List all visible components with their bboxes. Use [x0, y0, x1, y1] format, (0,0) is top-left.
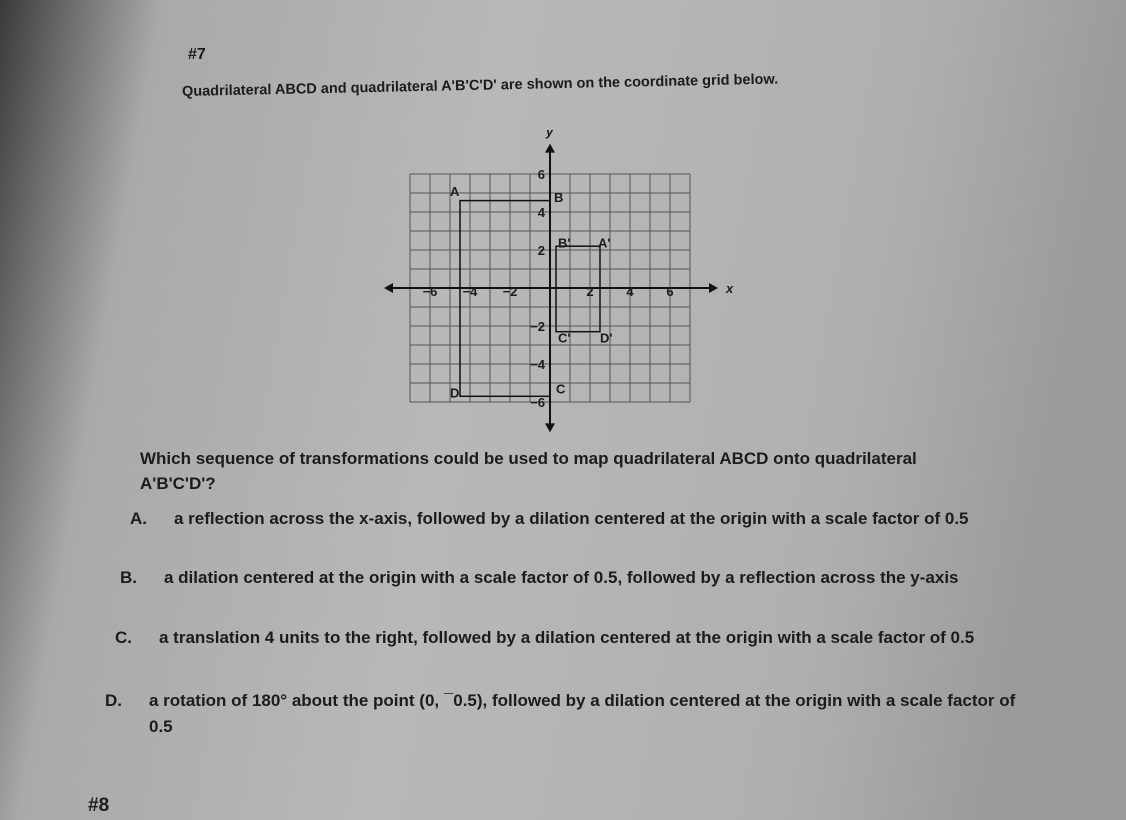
y-tick-label: −4	[530, 357, 546, 372]
point-label: C	[556, 382, 566, 397]
x-tick-label: 4	[626, 284, 634, 299]
y-tick-label: 2	[538, 243, 545, 258]
intro-text: Quadrilateral ABCD and quadrilateral A'B…	[181, 71, 779, 100]
point-label: D	[450, 386, 459, 401]
y-tick-label: 4	[538, 205, 546, 220]
x-tick-label: −4	[463, 284, 479, 299]
x-axis-label: x	[725, 281, 734, 296]
quadrilateral-abcd	[459, 199, 551, 398]
choice[interactable]: A. a reflection across the x-axis, follow…	[130, 506, 1090, 562]
y-tick-label: 6	[538, 167, 545, 182]
point-label: C'	[558, 330, 570, 345]
coordinate-grid: x y −6 −4 −2 2 4 6 6 4 2 −2 −4 −6 A B C D A' B' C' D'	[384, 130, 734, 433]
x-tick-label: 2	[586, 284, 593, 299]
point-label: B	[554, 190, 563, 205]
choice[interactable]: C. a translation 4 units to the right, fo…	[115, 625, 1075, 681]
choice[interactable]: D. a rotation of 180° about the point (0,…	[105, 688, 1065, 744]
point-label: B'	[558, 235, 570, 250]
x-tick-label: 6	[666, 284, 673, 299]
point-label: A'	[598, 235, 610, 250]
y-tick-label: −6	[530, 395, 545, 410]
next-problem: #8	[88, 795, 110, 816]
choice-text: a reflection across the x-axis, followed…	[174, 509, 969, 528]
choice-text: a rotation of 180° about the point (0, ¯…	[149, 691, 1016, 736]
point-label: D'	[600, 330, 612, 345]
question: Which sequence of transformations could …	[140, 449, 917, 493]
choice[interactable]: B. a dilation centered at the origin with…	[120, 565, 1080, 621]
choice-letter: C.	[115, 628, 132, 647]
choice-text: a translation 4 units to the right, foll…	[159, 628, 975, 647]
y-axis-label: y	[545, 130, 554, 139]
quadrilateral-abcd-prime	[555, 245, 601, 333]
y-tick-label: −2	[530, 319, 545, 334]
x-tick-label: −2	[503, 284, 518, 299]
x-tick-label: −6	[423, 284, 438, 299]
problem-number: #7	[188, 46, 206, 63]
choice-text: a dilation centered at the origin with a…	[164, 568, 959, 587]
point-label: A	[450, 184, 460, 199]
choice-letter: D.	[105, 691, 122, 710]
choice-letter: A.	[130, 509, 147, 528]
choice-letter: B.	[120, 568, 137, 587]
